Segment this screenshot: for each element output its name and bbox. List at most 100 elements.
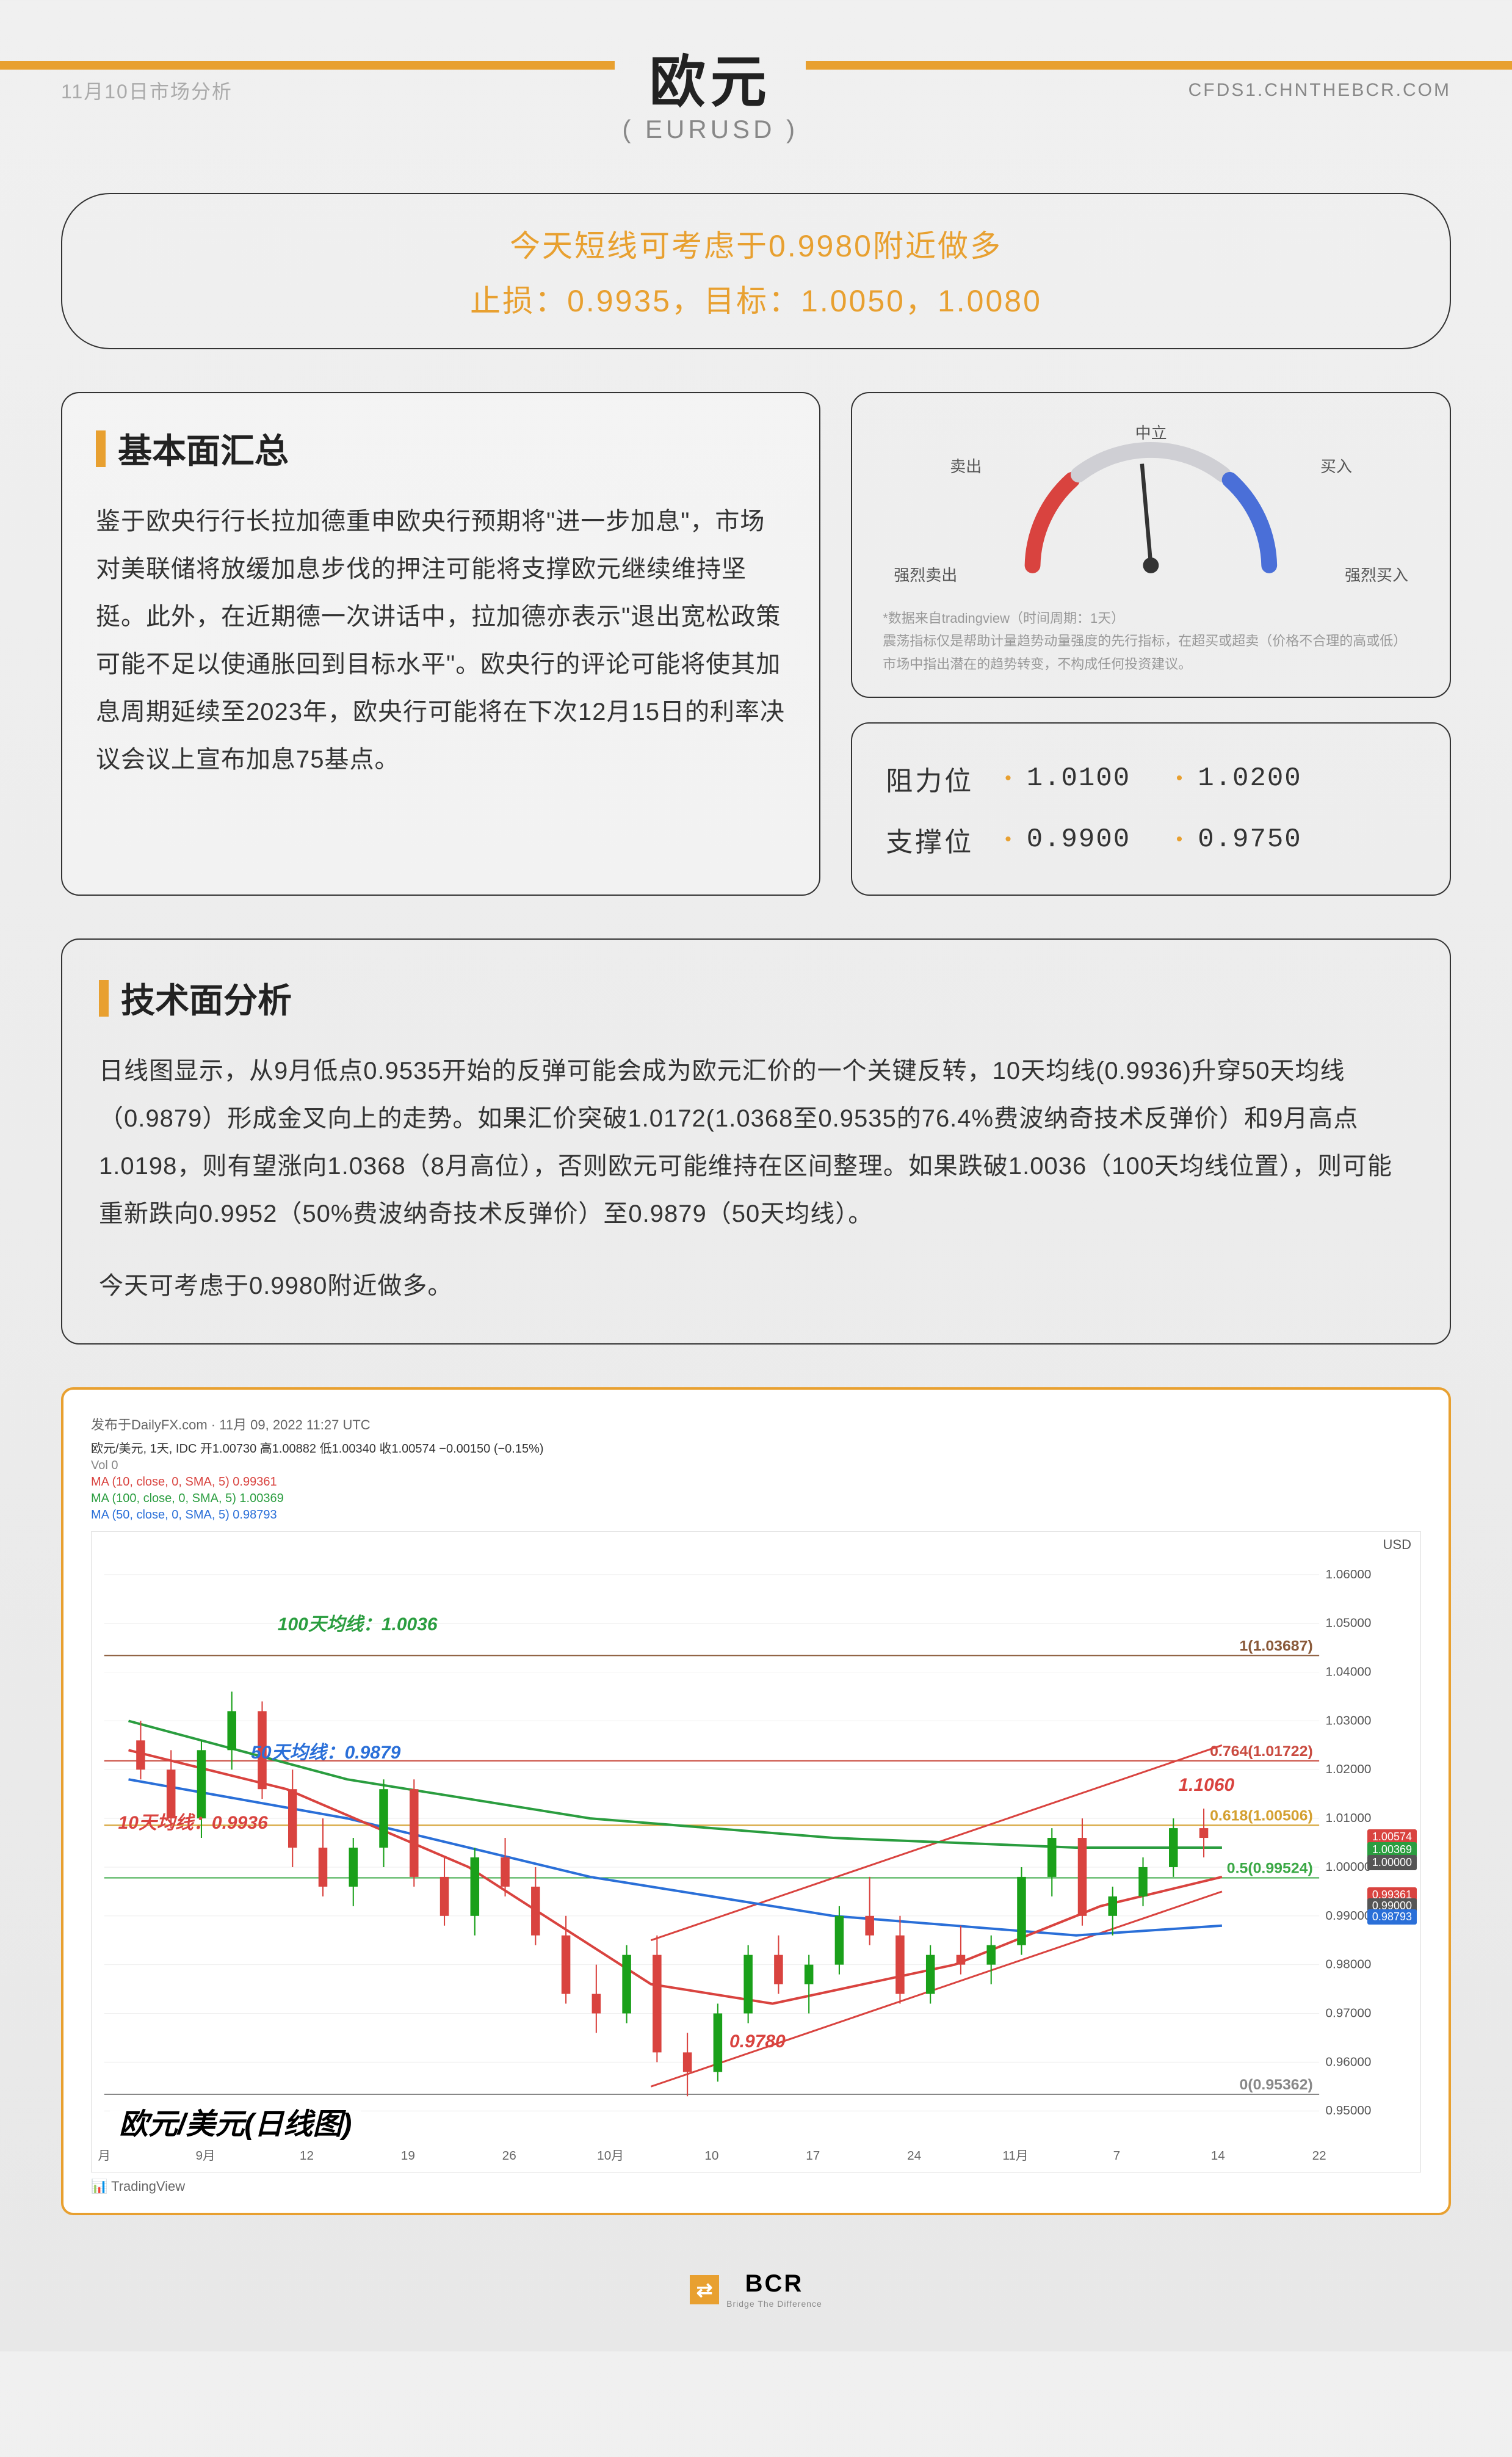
chart-pair-label: USD — [1383, 1537, 1411, 1553]
fundamentals-title: 基本面汇总 — [96, 424, 786, 473]
svg-text:10: 10 — [704, 2150, 718, 2163]
gauge-label-strong-sell: 强烈卖出 — [894, 563, 957, 586]
svg-text:0.99000: 0.99000 — [1326, 1909, 1372, 1923]
svg-text:0.618(1.00506): 0.618(1.00506) — [1210, 1808, 1313, 1824]
title-main: 欧元 — [625, 37, 796, 118]
technical-body1: 日线图显示，从9月低点0.9535开始的反弹可能会成为欧元汇价的一个关键反转，1… — [99, 1047, 1413, 1238]
svg-text:7: 7 — [1113, 2150, 1121, 2163]
svg-text:0.5(0.99524): 0.5(0.99524) — [1227, 1860, 1313, 1876]
svg-text:1(1.03687): 1(1.03687) — [1239, 1638, 1312, 1654]
gauge-footnote2: 震荡指标仅是帮助计量趋势动量强度的先行指标，在超买或超卖（价格不合理的高或低）市… — [883, 630, 1419, 675]
title-sub: ( EURUSD ) — [233, 115, 1188, 144]
chart-ma100-info: MA (100, close, 0, SMA, 5) 1.00369 — [91, 1492, 1421, 1506]
chart-area: USD 1.06000 1.05000 1.04000 1.03000 1.02000 1… — [91, 1531, 1421, 2172]
technical-title-text: 技术面分析 — [121, 973, 292, 1023]
target-annotation: 1.1060 — [1178, 1775, 1234, 1796]
chart-source: 发布于DailyFX.com · 11月 09, 2022 11:27 UTC — [91, 1414, 1421, 1434]
dot-icon: • — [1005, 768, 1011, 789]
resistance-val-2: 1.0200 — [1198, 763, 1332, 794]
svg-text:19: 19 — [401, 2150, 415, 2163]
title-bar-icon — [96, 430, 106, 467]
svg-text:1.05000: 1.05000 — [1326, 1617, 1372, 1630]
svg-text:0.96000: 0.96000 — [1326, 2056, 1372, 2069]
gauge-label-sell: 卖出 — [950, 454, 982, 477]
svg-text:10月: 10月 — [597, 2150, 624, 2163]
dot-icon: • — [1176, 768, 1183, 789]
right-column: 强烈卖出 卖出 中立 买入 强烈买入 *数据来自tradingview（时间周期… — [851, 392, 1451, 896]
footer-tagline: Bridge The Difference — [726, 2299, 822, 2309]
resistance-label: 阻力位 — [886, 759, 989, 798]
footer: ⇄ BCR Bridge The Difference — [61, 2252, 1451, 2327]
gauge-wrap: 强烈卖出 卖出 中立 买入 强烈买入 — [883, 421, 1419, 592]
gauge-footnote1: *数据来自tradingview（时间周期：1天） — [883, 607, 1419, 630]
header-rule-right — [806, 61, 1512, 70]
footer-icon: ⇄ — [690, 2275, 719, 2304]
svg-text:1.00000: 1.00000 — [1326, 1860, 1372, 1874]
trade-summary-box: 今天短线可考虑于0.9980附近做多 止损：0.9935，目标：1.0050，1… — [61, 193, 1451, 349]
gauge-label-neutral: 中立 — [1135, 421, 1167, 443]
footer-brand: BCR — [726, 2270, 822, 2298]
chart-ma50-info: MA (50, close, 0, SMA, 5) 0.98793 — [91, 1508, 1421, 1522]
support-row: 支撑位 • 0.9900 • 0.9750 — [886, 809, 1416, 870]
svg-text:12: 12 — [300, 2150, 314, 2163]
footer-logo: ⇄ BCR Bridge The Difference — [690, 2270, 822, 2309]
svg-text:1.04000: 1.04000 — [1326, 1666, 1372, 1679]
tradingview-label: 📊 TradingView — [91, 2179, 1421, 2194]
svg-text:1.03000: 1.03000 — [1326, 1715, 1372, 1728]
svg-text:17: 17 — [806, 2150, 820, 2163]
svg-text:24: 24 — [907, 2150, 921, 2163]
chart-ma10-info: MA (10, close, 0, SMA, 5) 0.99361 — [91, 1475, 1421, 1489]
gauge-label-buy: 买入 — [1320, 454, 1352, 477]
gauge-svg — [883, 421, 1419, 592]
dot-icon: • — [1005, 829, 1011, 850]
summary-line1: 今天短线可考虑于0.9980附近做多 — [99, 222, 1413, 266]
header: 11月10日市场分析 欧元 ( EURUSD ) CFDS1.CHNTHEBCR… — [61, 37, 1451, 144]
ma50-annotation: 50天均线：0.9879 — [251, 1737, 400, 1764]
svg-text:0.95000: 0.95000 — [1326, 2105, 1372, 2118]
ma10-annotation: 10天均线：0.9936 — [118, 1807, 268, 1834]
svg-text:1.02000: 1.02000 — [1326, 1763, 1372, 1777]
sentiment-gauge-panel: 强烈卖出 卖出 中立 买入 强烈买入 *数据来自tradingview（时间周期… — [851, 392, 1451, 698]
fundamentals-body: 鉴于欧央行行长拉加德重申欧央行预期将"进一步加息"，市场对美联储将放缓加息步伐的… — [96, 498, 786, 783]
technical-body2: 今天可考虑于0.9980附近做多。 — [99, 1262, 1413, 1310]
svg-text:月: 月 — [98, 2150, 110, 2163]
svg-text:26: 26 — [502, 2150, 516, 2163]
ma100-annotation: 100天均线：1.0036 — [278, 1609, 438, 1636]
resistance-row: 阻力位 • 1.0100 • 1.0200 — [886, 748, 1416, 809]
fundamentals-panel: 基本面汇总 鉴于欧央行行长拉加德重申欧央行预期将"进一步加息"，市场对美联储将放… — [61, 392, 820, 896]
chart-vol: Vol 0 — [91, 1459, 1421, 1473]
svg-text:1.01000: 1.01000 — [1326, 1812, 1372, 1826]
price-tag: 1.00000 — [1367, 1855, 1417, 1870]
site-label: CFDS1.CHNTHEBCR.COM — [1188, 80, 1451, 101]
svg-text:0.98000: 0.98000 — [1326, 1958, 1372, 1972]
resistance-val-1: 1.0100 — [1027, 763, 1161, 794]
svg-text:9月: 9月 — [195, 2150, 215, 2163]
support-label: 支撑位 — [886, 820, 989, 859]
chart-title-overlay: 欧元/美元(日线图) — [110, 2095, 361, 2147]
date-label: 11月10日市场分析 — [61, 76, 233, 104]
technical-title: 技术面分析 — [99, 973, 1413, 1023]
page-container: 11月10日市场分析 欧元 ( EURUSD ) CFDS1.CHNTHEBCR… — [0, 0, 1512, 2351]
fundamentals-title-text: 基本面汇总 — [118, 424, 289, 473]
chart-panel: 发布于DailyFX.com · 11月 09, 2022 11:27 UTC … — [61, 1387, 1451, 2215]
title-bar-icon — [99, 980, 109, 1017]
svg-text:22: 22 — [1312, 2150, 1326, 2163]
support-val-2: 0.9750 — [1198, 824, 1332, 855]
header-rule-left — [0, 61, 615, 70]
support-val-1: 0.9900 — [1027, 824, 1161, 855]
title-block: 欧元 ( EURUSD ) — [233, 37, 1188, 144]
svg-text:0.764(1.01722): 0.764(1.01722) — [1210, 1743, 1313, 1759]
mid-section: 基本面汇总 鉴于欧央行行长拉加德重申欧央行预期将"进一步加息"，市场对美联储将放… — [61, 392, 1451, 896]
levels-panel: 阻力位 • 1.0100 • 1.0200 支撑位 • 0.9900 • 0.9… — [851, 722, 1451, 896]
technical-panel: 技术面分析 日线图显示，从9月低点0.9535开始的反弹可能会成为欧元汇价的一个… — [61, 938, 1451, 1345]
dot-icon: • — [1176, 829, 1183, 850]
svg-text:1.06000: 1.06000 — [1326, 1568, 1372, 1581]
chart-info-line: 欧元/美元, 1天, IDC 开1.00730 高1.00882 低1.0034… — [91, 1439, 1421, 1456]
svg-text:11月: 11月 — [1002, 2150, 1028, 2163]
gauge-label-strong-buy: 强烈买入 — [1345, 563, 1408, 586]
svg-text:0.97000: 0.97000 — [1326, 2007, 1372, 2020]
summary-line2: 止损：0.9935，目标：1.0050，1.0080 — [99, 277, 1413, 321]
support-annotation: 0.9780 — [729, 2031, 786, 2052]
price-tag: 0.98793 — [1367, 1909, 1417, 1925]
svg-text:14: 14 — [1211, 2150, 1225, 2163]
